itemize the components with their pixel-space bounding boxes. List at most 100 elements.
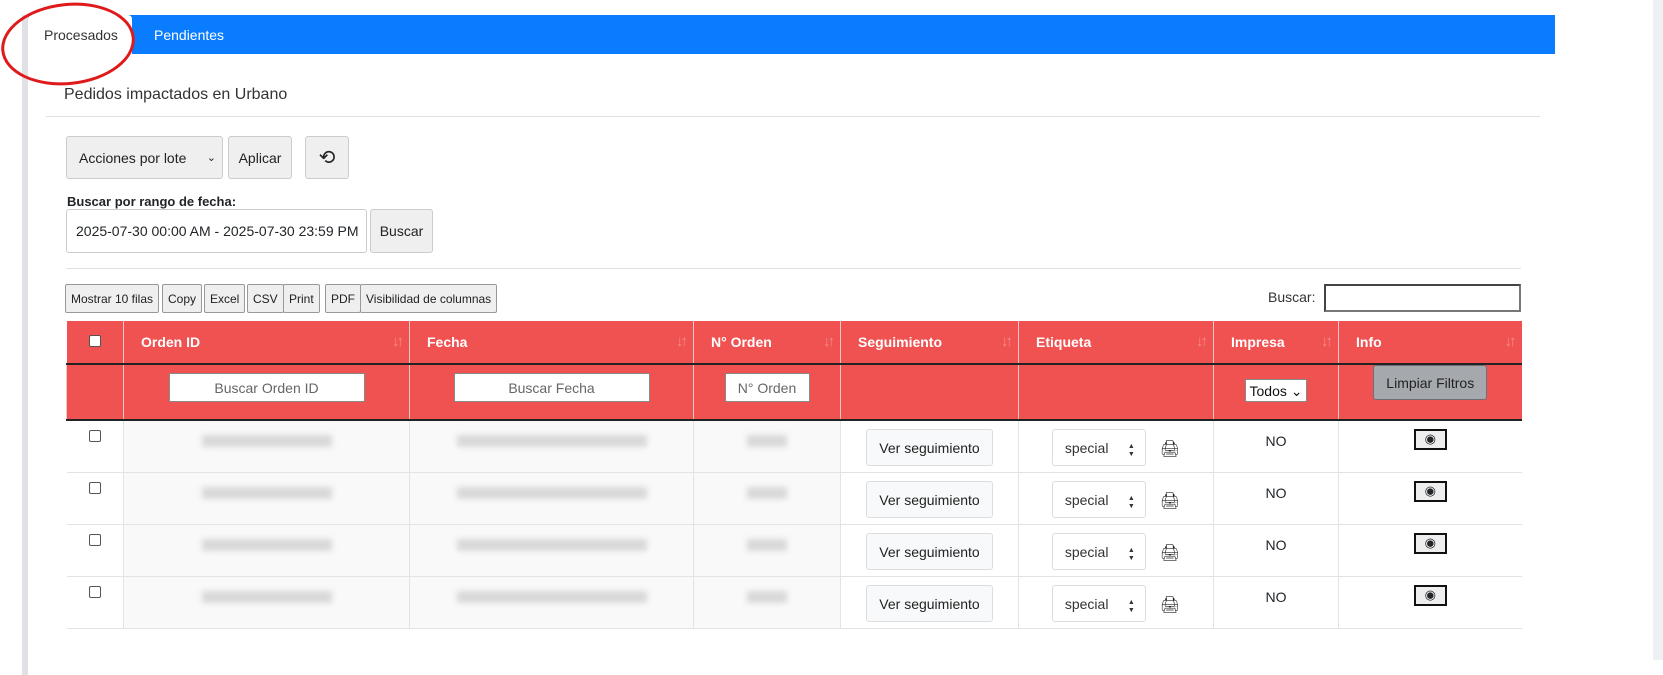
eye-icon[interactable]: ◉ bbox=[1413, 429, 1447, 450]
select-all-checkbox[interactable] bbox=[88, 335, 101, 347]
etiqueta-value: special bbox=[1064, 440, 1109, 456]
eye-icon[interactable]: ◉ bbox=[1413, 584, 1447, 606]
etiqueta-cell: special ▲ ▼ 🖨 bbox=[1018, 472, 1214, 525]
apply-button[interactable]: Aplicar bbox=[228, 136, 292, 179]
n-orden-filter-input[interactable]: N° Orden bbox=[724, 373, 810, 402]
filter-cell: Buscar Fecha bbox=[409, 364, 694, 421]
printer-icon[interactable]: 🖨 bbox=[1159, 441, 1181, 459]
fecha-cell bbox=[409, 524, 694, 577]
impresa-cell: NO bbox=[1213, 472, 1339, 525]
select-arrows-icon: ▲ ▼ bbox=[1127, 494, 1135, 510]
sort-icon: ↓↑ bbox=[676, 333, 688, 350]
excel-button[interactable]: Excel bbox=[204, 284, 246, 313]
printer-icon[interactable]: 🖨 bbox=[1159, 492, 1181, 510]
fecha-cell bbox=[409, 420, 694, 473]
orders-table: Orden ID ↓↑ Fecha ↓↑ N° Orden ↓↑ Seguimient… bbox=[66, 321, 1522, 629]
filter-cell: Limpiar Filtros bbox=[1338, 364, 1522, 421]
redacted-value bbox=[456, 538, 647, 551]
sort-icon: ↓↑ bbox=[1504, 333, 1517, 350]
ver-seguimiento-button[interactable]: Ver seguimiento bbox=[866, 584, 993, 622]
etiqueta-select[interactable]: special ▲ ▼ bbox=[1051, 532, 1146, 570]
sort-icon: ↓↑ bbox=[1196, 333, 1208, 350]
eye-icon[interactable]: ◉ bbox=[1413, 532, 1447, 554]
etiqueta-cell: special ▲ ▼ 🖨 bbox=[1018, 524, 1214, 577]
orden-id-filter-input[interactable]: Buscar Orden ID bbox=[168, 373, 365, 402]
row-select-cell bbox=[66, 420, 124, 473]
impresa-value: NO bbox=[1265, 484, 1287, 501]
table-row: Ver seguimiento special ▲ ▼ 🖨 NO ◉ bbox=[66, 472, 1522, 525]
divider bbox=[46, 116, 1540, 117]
page-scrollbar-track[interactable] bbox=[1653, 0, 1663, 660]
header-row: Orden ID ↓↑ Fecha ↓↑ N° Orden ↓↑ Seguimient… bbox=[66, 321, 1522, 365]
column-header-impresa[interactable]: Impresa ↓↑ bbox=[1213, 321, 1339, 365]
column-visibility-button[interactable]: Visibilidad de columnas bbox=[360, 284, 498, 313]
fecha-filter-input[interactable]: Buscar Fecha bbox=[453, 373, 650, 402]
etiqueta-cell: special ▲ ▼ 🖨 bbox=[1018, 420, 1214, 473]
etiqueta-select[interactable]: special ▲ ▼ bbox=[1051, 429, 1146, 466]
fecha-cell bbox=[409, 576, 694, 629]
select-all-header bbox=[66, 321, 124, 365]
select-arrows-icon: ▲ ▼ bbox=[1127, 598, 1135, 614]
n-orden-cell bbox=[693, 576, 841, 629]
ver-seguimiento-button[interactable]: Ver seguimiento bbox=[866, 532, 993, 570]
column-label: Impresa bbox=[1231, 334, 1285, 350]
ver-seguimiento-button[interactable]: Ver seguimiento bbox=[866, 480, 993, 518]
eye-icon[interactable]: ◉ bbox=[1413, 480, 1447, 502]
printer-icon[interactable]: 🖨 bbox=[1159, 596, 1181, 614]
info-cell: ◉ bbox=[1338, 524, 1522, 577]
table-row: Ver seguimiento special ▲ ▼ 🖨 NO ◉ bbox=[66, 524, 1522, 577]
seguimiento-cell: Ver seguimiento bbox=[840, 576, 1019, 629]
row-checkbox[interactable] bbox=[88, 585, 101, 598]
fecha-cell bbox=[409, 472, 694, 525]
tab-pendientes[interactable]: Pendientes bbox=[154, 27, 225, 43]
row-select-cell bbox=[66, 472, 124, 525]
etiqueta-value: special bbox=[1064, 491, 1109, 508]
printer-icon[interactable]: 🖨 bbox=[1159, 544, 1181, 562]
batch-actions-select[interactable]: Acciones por lote ⌄ bbox=[66, 136, 223, 179]
impresa-filter-select[interactable]: Todos ⌄ bbox=[1244, 379, 1308, 402]
column-label: N° Orden bbox=[711, 334, 772, 350]
section-title: Pedidos impactados en Urbano bbox=[64, 86, 288, 103]
print-button[interactable]: Print bbox=[283, 284, 320, 313]
date-search-button[interactable]: Buscar bbox=[370, 209, 433, 253]
csv-button[interactable]: CSV bbox=[247, 284, 284, 313]
row-checkbox[interactable] bbox=[88, 481, 101, 494]
ver-seguimiento-button[interactable]: Ver seguimiento bbox=[866, 429, 993, 466]
column-label: Info bbox=[1356, 334, 1382, 350]
row-checkbox[interactable] bbox=[88, 430, 101, 442]
chevron-down-icon: ⌄ bbox=[1290, 383, 1303, 399]
sort-icon: ↓↑ bbox=[1321, 333, 1333, 350]
search-input[interactable] bbox=[1324, 284, 1521, 312]
info-cell: ◉ bbox=[1338, 576, 1522, 629]
seguimiento-cell: Ver seguimiento bbox=[840, 524, 1019, 577]
date-range-input[interactable]: 2025-07-30 00:00 AM - 2025-07-30 23:59 P… bbox=[66, 209, 367, 253]
redacted-value bbox=[456, 486, 647, 499]
column-label: Etiqueta bbox=[1036, 334, 1092, 350]
sort-icon: ↓↑ bbox=[823, 333, 835, 350]
history-icon: ⟲ bbox=[318, 147, 336, 169]
column-header-fecha[interactable]: Fecha ↓↑ bbox=[409, 321, 694, 365]
row-checkbox[interactable] bbox=[88, 533, 101, 546]
seguimiento-cell: Ver seguimiento bbox=[840, 472, 1019, 525]
column-header-etiqueta[interactable]: Etiqueta ↓↑ bbox=[1018, 321, 1214, 365]
orden-id-cell bbox=[123, 576, 410, 629]
select-arrows-icon: ▲ ▼ bbox=[1127, 443, 1135, 458]
show-rows-button[interactable]: Mostrar 10 filas bbox=[65, 284, 160, 313]
column-header-n-orden[interactable]: N° Orden ↓↑ bbox=[693, 321, 841, 365]
filter-cell bbox=[840, 364, 1019, 421]
column-header-orden-id[interactable]: Orden ID ↓↑ bbox=[123, 321, 410, 365]
chevron-down-icon: ⌄ bbox=[206, 152, 216, 164]
etiqueta-select[interactable]: special ▲ ▼ bbox=[1051, 480, 1146, 518]
history-button[interactable]: ⟲ bbox=[305, 136, 349, 179]
copy-button[interactable]: Copy bbox=[162, 284, 203, 313]
table-row: Ver seguimiento special ▲ ▼ 🖨 NO ◉ bbox=[66, 420, 1522, 473]
tab-procesados[interactable]: Procesados bbox=[28, 15, 132, 55]
etiqueta-select[interactable]: special ▲ ▼ bbox=[1051, 584, 1146, 622]
clear-filters-button[interactable]: Limpiar Filtros bbox=[1373, 365, 1488, 400]
column-label: Fecha bbox=[427, 334, 468, 350]
column-header-info[interactable]: Info ↓↑ bbox=[1338, 321, 1522, 365]
info-cell: ◉ bbox=[1338, 472, 1522, 525]
pdf-button[interactable]: PDF bbox=[325, 284, 361, 313]
sort-icon: ↓↑ bbox=[1001, 333, 1013, 350]
column-header-seguimiento[interactable]: Seguimiento ↓↑ bbox=[840, 321, 1019, 365]
